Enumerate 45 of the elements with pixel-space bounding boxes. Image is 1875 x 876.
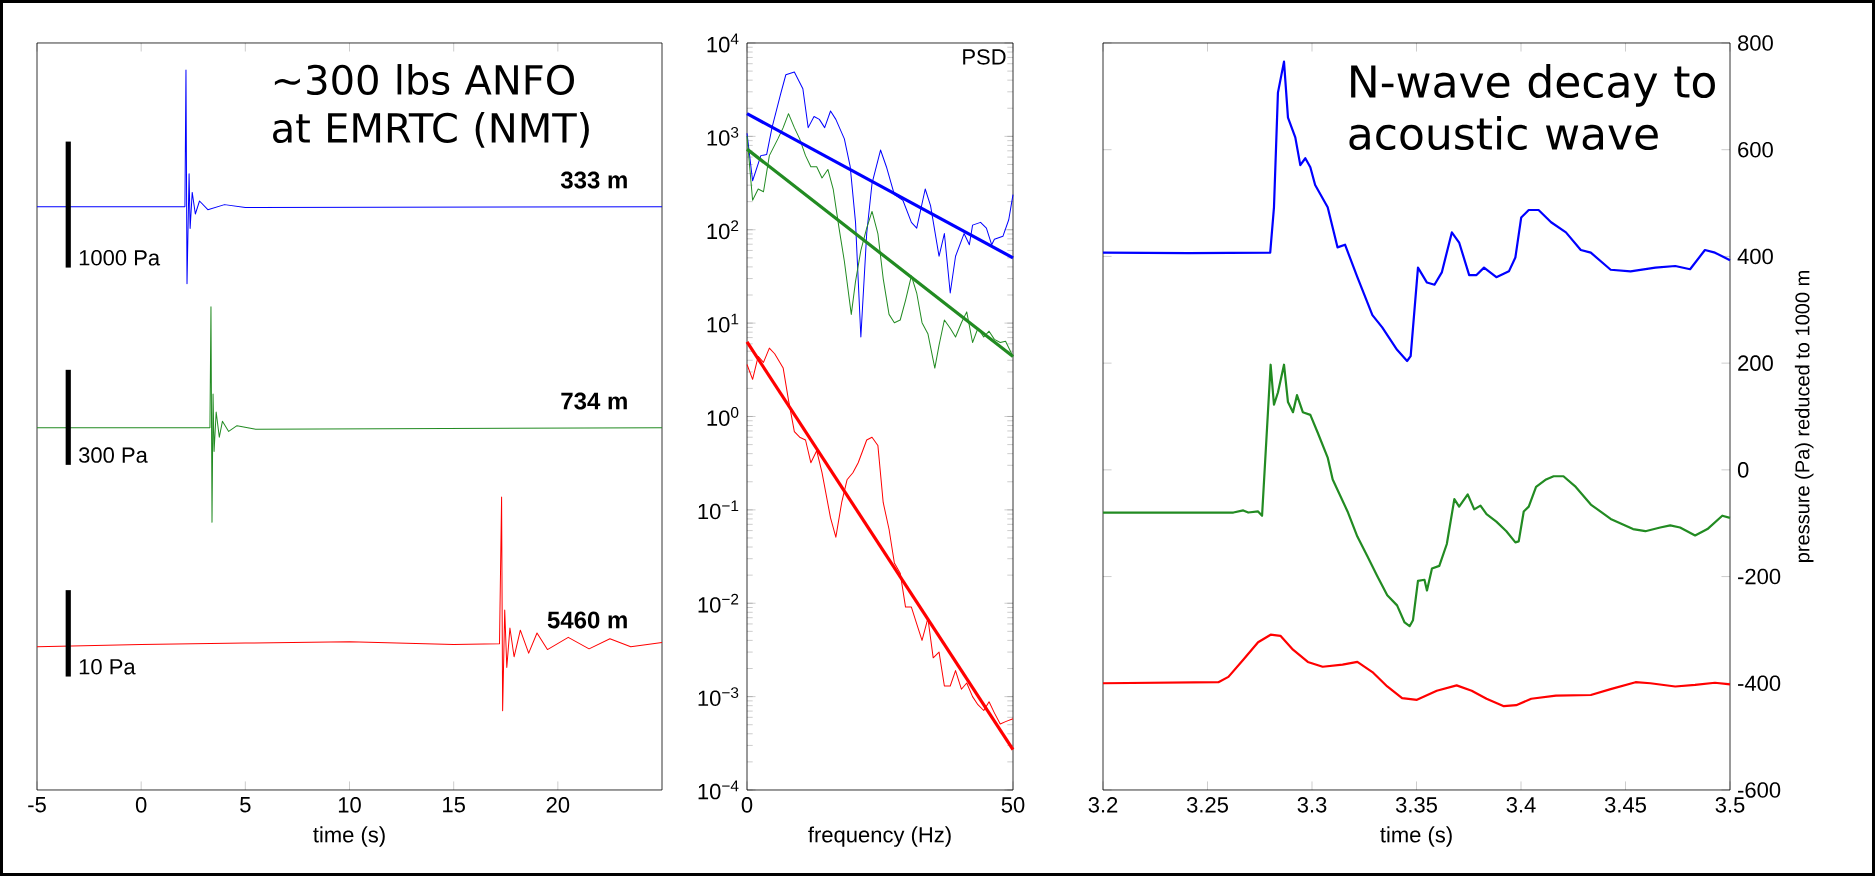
x-axis-title: time (s) — [313, 826, 385, 847]
x-axis-title: frequency (Hz) — [808, 826, 951, 847]
x-tick-label: 3.4 — [1506, 797, 1536, 813]
x-tick-label: 3.45 — [1604, 797, 1646, 813]
y2-tick-label: -400 — [1738, 675, 1781, 692]
y2-tick-label: 600 — [1738, 141, 1773, 158]
annotation: ~300 lbs ANFO at EMRTC (NMT) — [273, 64, 589, 148]
x-tick-label: 15 — [443, 797, 465, 813]
y-tick-label: 10$^{2}$ — [707, 220, 739, 240]
x-axis-title: time (s) — [1380, 826, 1452, 847]
y-tick-label: 10$^{3}$ — [707, 126, 739, 146]
y2-tick-label: -200 — [1738, 568, 1781, 585]
series-label: 734 m — [561, 392, 627, 410]
series-label: 333 m — [560, 171, 627, 189]
annotation: 1000 Pa — [79, 250, 161, 266]
series-label: 5460 m — [547, 611, 627, 629]
y2-tick-label: 0 — [1737, 462, 1749, 478]
annotation: PSD — [963, 49, 1006, 65]
y2-tick-label: 800 — [1738, 35, 1773, 51]
annotation: 10 Pa — [79, 658, 136, 675]
x-tick-label: 0 — [741, 797, 753, 813]
y-tick-label: 10$^{−2}$ — [698, 593, 739, 613]
x-tick-label: 3.2 — [1088, 797, 1118, 813]
y2-tick-label: 400 — [1737, 248, 1773, 265]
y2-axis-title: pressure (Pa) reduced to 1000 m — [1794, 271, 1814, 562]
y-tick-label: 10$^{−3}$ — [698, 687, 739, 707]
y-tick-label: 10$^{−1}$ — [698, 500, 739, 520]
x-tick-label: 10 — [338, 797, 361, 813]
annotation: 300 Pa — [79, 447, 148, 463]
y2-tick-label: 200 — [1738, 355, 1773, 371]
x-tick-label: 3.3 — [1297, 797, 1327, 813]
y-tick-label: 10$^{1}$ — [707, 313, 739, 333]
x-tick-label: 5 — [240, 797, 251, 813]
x-tick-label: 3.25 — [1186, 797, 1228, 813]
y-tick-label: 10$^{4}$ — [707, 33, 739, 53]
x-tick-label: 20 — [546, 797, 570, 813]
x-tick-label: 3.5 — [1715, 797, 1745, 813]
x-tick-label: -5 — [28, 797, 46, 813]
x-tick-label: 0 — [135, 797, 147, 813]
annotation: N-wave decay to acoustic wave — [1349, 64, 1715, 151]
y-tick-label: 10$^{−4}$ — [698, 780, 739, 800]
x-tick-label: 3.35 — [1395, 797, 1437, 813]
x-tick-label: 50 — [1001, 797, 1025, 813]
y-tick-label: 10$^{0}$ — [707, 407, 739, 426]
y2-tick-label: -600 — [1738, 782, 1781, 798]
